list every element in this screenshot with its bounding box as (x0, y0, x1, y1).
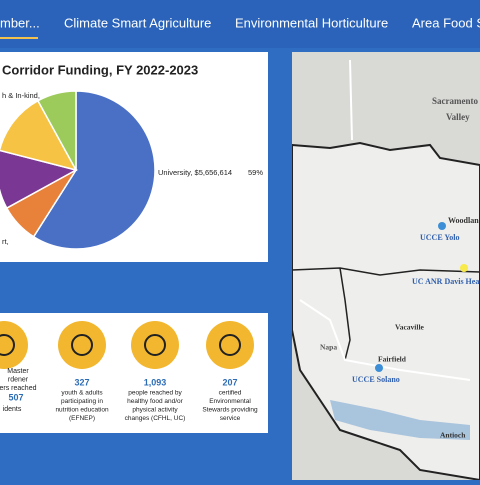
county-line (292, 267, 480, 276)
nav-bar (0, 0, 480, 48)
county-line (339, 267, 351, 361)
stat-number: 327 (74, 377, 89, 387)
stat-text: ers reached (0, 385, 37, 392)
nav-tab[interactable]: Area Food S (412, 15, 480, 30)
pie-slice (0, 149, 79, 210)
stat-text: Environmental (209, 398, 251, 405)
map-label: UCCE Yolo (420, 233, 459, 242)
stat-text: certified (219, 390, 242, 397)
map-label: UCCE Solano (352, 375, 400, 384)
map-marker (460, 264, 468, 272)
stat-text: people reached by (128, 390, 182, 397)
map (292, 52, 480, 480)
stat-icon (206, 321, 254, 369)
pie-slice (36, 90, 77, 171)
chart-title: Corridor Funding, FY 2022-2023 (2, 62, 198, 77)
nav-tab[interactable]: Climate Smart Agriculture (64, 15, 211, 30)
road (299, 59, 471, 381)
stat-number: 207 (222, 377, 237, 387)
slice-label: h & In-kind, (2, 91, 40, 100)
stat-icon-detail (71, 334, 93, 356)
stat-text: nutrition education (55, 407, 109, 414)
stat-text: idents (3, 406, 22, 413)
stat-text: (EFNEP) (69, 415, 95, 422)
map-label: Sacramento (432, 96, 478, 106)
stat-text: Master (7, 368, 29, 375)
stat-text: physical activity (132, 407, 178, 414)
water (330, 400, 470, 440)
map-label: Woodlan (448, 216, 479, 225)
region-outline (292, 141, 480, 480)
stat-icon-detail (0, 334, 15, 356)
slice-label: rt, (2, 237, 9, 246)
stat-text: Stewards providing (202, 407, 258, 414)
map-label: UC ANR Davis Headq (412, 277, 480, 286)
stat-text: rdener (8, 376, 29, 383)
map-marker (375, 364, 383, 372)
stat-text: changes (CFHL, UC) (125, 415, 186, 422)
stat-number: 1,093 (144, 377, 167, 387)
stat-text: youth & adults (61, 390, 103, 397)
slice-value-label: 59% (248, 168, 263, 177)
pie-slice (0, 99, 78, 172)
map-label: Fairfield (378, 355, 407, 364)
active-tab-underline (0, 37, 38, 39)
stat-text: participating in (61, 398, 103, 405)
stat-text: service (220, 415, 241, 422)
map-label: Valley (446, 112, 470, 122)
map-marker (438, 222, 446, 230)
map-label: Napa (320, 343, 337, 352)
stat-icon (58, 321, 106, 369)
stat-icon-detail (144, 334, 166, 356)
stat-icon (131, 321, 179, 369)
slice-label: University, $5,656,614 (158, 168, 232, 177)
nav-tab[interactable]: mber... (0, 15, 40, 30)
map-label: Vacaville (395, 323, 425, 332)
nav-tab[interactable]: Environmental Horticulture (235, 15, 388, 30)
map-label: Antioch (440, 431, 466, 440)
stat-icon-detail (219, 334, 241, 356)
pie (0, 90, 156, 250)
map-labels: Sacramento Valley Woodlan UCCE Yolo UC ANR D… (320, 96, 480, 440)
pie-slice (32, 90, 156, 250)
stat-text: healthy food and/or (127, 398, 183, 405)
stat-number: 507 (8, 392, 23, 402)
